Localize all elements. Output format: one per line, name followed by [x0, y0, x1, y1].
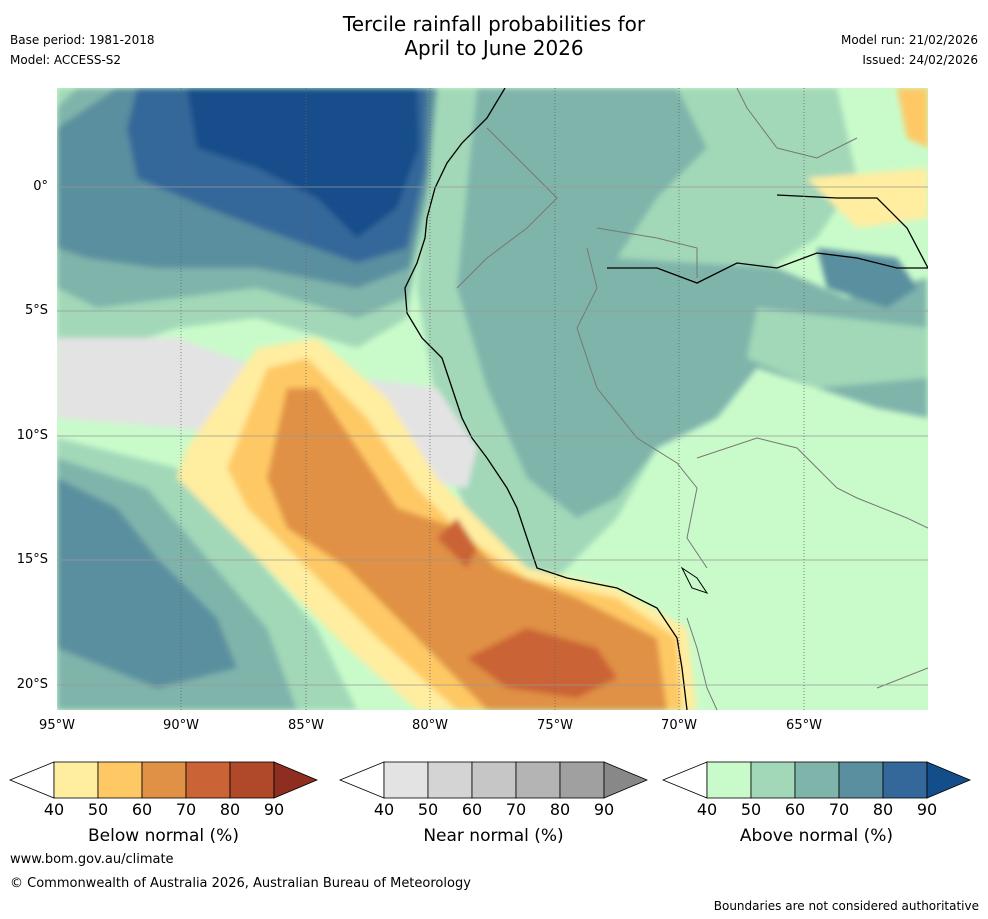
above-tick-90: 90: [916, 800, 938, 819]
below-tick-70: 70: [175, 800, 197, 819]
lat-label-15s: 15°S: [16, 552, 48, 567]
header-right: Model run: 21/02/2026 Issued: 24/02/2026: [841, 30, 978, 70]
above-extend-high: [926, 761, 972, 799]
header-left: Base period: 1981-2018 Model: ACCESS-S2: [10, 30, 155, 70]
probability-map: [57, 88, 928, 710]
above-tick-40: 40: [696, 800, 718, 819]
base-period: Base period: 1981-2018: [10, 33, 155, 47]
issued-date: Issued: 24/02/2026: [862, 53, 978, 67]
above-swatch-5: [882, 761, 928, 799]
lon-label-65w: 65°W: [786, 718, 822, 733]
near-swatch-5: [559, 761, 605, 799]
below-tick-40: 40: [43, 800, 65, 819]
above-60-land: [457, 88, 928, 518]
lake-titicaca: [680, 566, 709, 594]
below-swatch-2: [97, 761, 143, 799]
title-line-1: Tercile rainfall probabilities for: [342, 12, 646, 36]
lat-label-5s: 5°S: [24, 303, 48, 318]
near-swatch-4: [515, 761, 561, 799]
above-70-east: [817, 248, 917, 308]
border-venezuela: [736, 88, 858, 159]
border-ecuador-peru: [456, 127, 558, 289]
above-tick-70: 70: [828, 800, 850, 819]
below-extend-high: [273, 761, 319, 799]
below-tick-80: 80: [219, 800, 241, 819]
above-swatch-4: [838, 761, 884, 799]
near-extend-high: [603, 761, 649, 799]
below-tick-50: 50: [87, 800, 109, 819]
near-tick-60: 60: [461, 800, 483, 819]
lon-label-70w: 70°W: [661, 718, 697, 733]
below-swatch-5: [229, 761, 275, 799]
lon-label-80w: 80°W: [412, 718, 448, 733]
border-brazil-bolivia: [696, 437, 928, 529]
colorbar-above: [661, 761, 972, 799]
website-link[interactable]: www.bom.gov.au/climate: [10, 852, 174, 867]
near-extend-low: [338, 761, 385, 799]
boundaries: [404, 88, 928, 710]
border-bolivia-chile: [686, 617, 718, 710]
colorbar-near: [338, 761, 649, 799]
northeast-coastline: [776, 194, 928, 269]
lat-label-20s: 20°S: [16, 677, 48, 692]
above-tick-80: 80: [872, 800, 894, 819]
below-swatch-3: [141, 761, 187, 799]
lat-label-10s: 10°S: [16, 428, 48, 443]
probability-field: [57, 88, 928, 710]
below-swatch-4: [185, 761, 231, 799]
colorbar-below: [8, 761, 319, 799]
coastline-pacific: [404, 88, 688, 710]
above-tick-60: 60: [784, 800, 806, 819]
colorbars: [8, 761, 972, 799]
below-tick-60: 60: [131, 800, 153, 819]
model-name: Model: ACCESS-S2: [10, 53, 122, 67]
above-90-ocean: [187, 88, 419, 238]
below-50-ne: [897, 88, 928, 148]
border-peru-brazil: [576, 247, 708, 569]
above-swatch-3: [794, 761, 840, 799]
lat-label-0: 0°: [33, 179, 48, 194]
above-swatch-1: [706, 761, 752, 799]
near-tick-40: 40: [373, 800, 395, 819]
lon-label-75w: 75°W: [537, 718, 573, 733]
near-swatch-2: [427, 761, 473, 799]
below-normal-label: Below normal (%): [88, 826, 239, 846]
above-50-east: [747, 308, 928, 388]
near-tick-90: 90: [593, 800, 615, 819]
lon-label-85w: 85°W: [288, 718, 324, 733]
above-extend-low: [661, 761, 708, 799]
below-extend-low: [8, 761, 55, 799]
copyright-notice: © Commonwealth of Australia 2026, Austra…: [10, 876, 471, 891]
title-line-2: April to June 2026: [404, 36, 584, 60]
below-swatch-1: [53, 761, 99, 799]
below-tick-90: 90: [263, 800, 285, 819]
border-colombia-brazil: [596, 227, 698, 278]
near-tick-70: 70: [505, 800, 527, 819]
graticule: [57, 88, 928, 710]
map-canvas: [57, 88, 928, 710]
near-swatch-1: [383, 761, 429, 799]
near-swatch-3: [471, 761, 517, 799]
lon-label-95w: 95°W: [39, 718, 75, 733]
near-normal-label: Near normal (%): [423, 826, 564, 846]
above-70-sw: [57, 478, 237, 688]
lon-label-90w: 90°W: [163, 718, 199, 733]
near-tick-80: 80: [549, 800, 571, 819]
model-run: Model run: 21/02/2026: [840, 33, 978, 47]
amazon-river: [607, 252, 928, 284]
above-swatch-2: [750, 761, 796, 799]
near-tick-50: 50: [417, 800, 439, 819]
map-title: Tercile rainfall probabilities for April…: [0, 12, 988, 60]
below-70: [437, 518, 617, 698]
above-normal-label: Above normal (%): [739, 826, 894, 846]
above-tick-50: 50: [740, 800, 762, 819]
boundaries-disclaimer: Boundaries are not considered authoritat…: [713, 899, 979, 913]
